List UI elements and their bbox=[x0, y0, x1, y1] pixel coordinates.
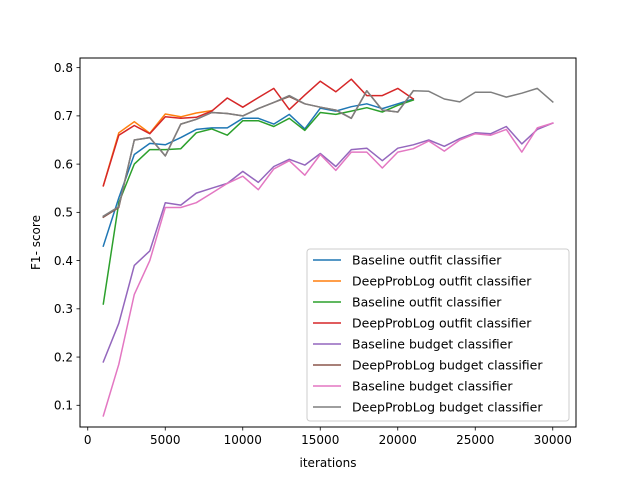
series-line-1 bbox=[102, 109, 213, 187]
legend-label: DeepProbLog outfit classifier bbox=[352, 274, 532, 289]
legend-items: Baseline outfit classifier DeepProbLog ou… bbox=[313, 253, 543, 415]
y-tick-label: 0.3 bbox=[54, 302, 73, 316]
legend-label: Baseline outfit classifier bbox=[352, 253, 502, 268]
series-line-5 bbox=[102, 89, 415, 219]
y-tick-label: 0.8 bbox=[54, 61, 73, 75]
x-axis-label: iterations bbox=[300, 456, 357, 470]
series-line-6 bbox=[102, 122, 554, 417]
series-line-2 bbox=[102, 99, 415, 305]
x-tick-label: 0 bbox=[84, 433, 92, 447]
y-tick-label: 0.4 bbox=[54, 254, 73, 268]
x-tick-label: 15000 bbox=[301, 433, 339, 447]
y-tick-label: 0.2 bbox=[54, 350, 73, 364]
y-axis-ticks: 0.1 0.2 0.3 0.4 0.5 0.6 0.7 0.8 bbox=[54, 61, 80, 413]
y-tick-label: 0.1 bbox=[54, 399, 73, 413]
x-tick-label: 30000 bbox=[534, 433, 572, 447]
plot-lines bbox=[102, 78, 554, 417]
legend-label: Baseline outfit classifier bbox=[352, 295, 502, 310]
legend-label: Baseline budget classifier bbox=[352, 379, 513, 394]
legend-label: Baseline budget classifier bbox=[352, 337, 513, 352]
legend: Baseline outfit classifier DeepProbLog ou… bbox=[306, 248, 570, 422]
x-axis-ticks: 0 5000 10000 15000 20000 25000 30000 bbox=[84, 427, 572, 447]
legend-label: DeepProbLog outfit classifier bbox=[352, 316, 532, 331]
x-tick-label: 5000 bbox=[150, 433, 181, 447]
y-tick-label: 0.5 bbox=[54, 206, 73, 220]
x-tick-label: 25000 bbox=[456, 433, 494, 447]
series-line-7 bbox=[102, 87, 554, 218]
y-tick-label: 0.6 bbox=[54, 157, 73, 171]
x-tick-label: 20000 bbox=[379, 433, 417, 447]
legend-box bbox=[306, 248, 570, 422]
y-axis-label: F1- score bbox=[29, 215, 43, 270]
legend-label: DeepProbLog budget classifier bbox=[352, 400, 543, 415]
series-line-3 bbox=[102, 78, 415, 187]
x-tick-label: 10000 bbox=[224, 433, 262, 447]
legend-label: DeepProbLog budget classifier bbox=[352, 358, 543, 373]
y-tick-label: 0.7 bbox=[54, 109, 73, 123]
series-line-4 bbox=[102, 122, 554, 363]
axes-frame bbox=[79, 57, 577, 428]
